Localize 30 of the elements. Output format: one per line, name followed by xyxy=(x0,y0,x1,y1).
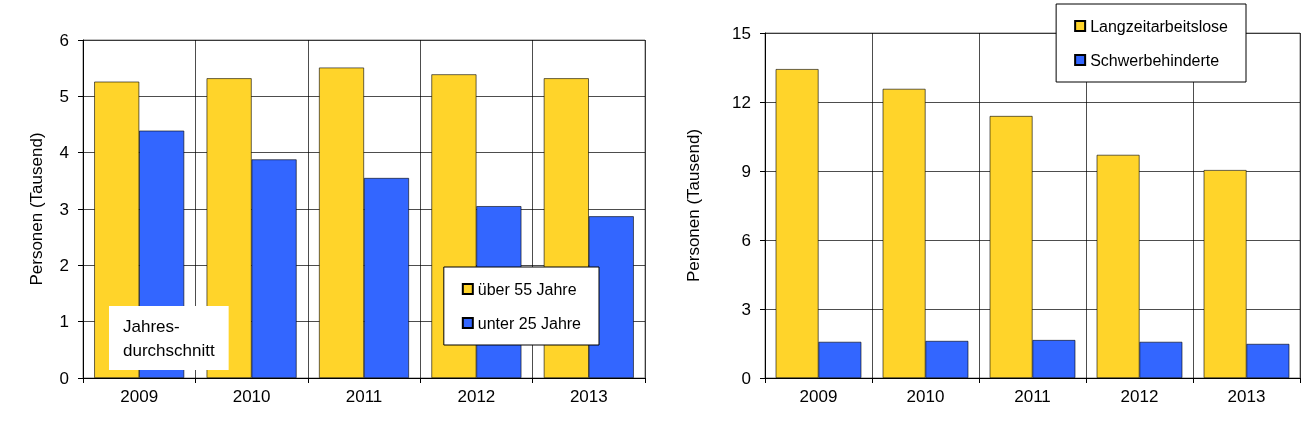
y-tick-label: 3 xyxy=(741,299,751,319)
legend-label: über 55 Jahre xyxy=(477,280,577,298)
y-tick-label: 12 xyxy=(732,92,751,112)
y-tick-label: 6 xyxy=(741,230,751,250)
x-tick-label: 2010 xyxy=(232,387,271,406)
y-tick-label: 1 xyxy=(59,312,69,332)
y-tick-label: 6 xyxy=(59,30,69,50)
x-tick-label: 2009 xyxy=(120,387,159,406)
y-axis-title: Personen (Tausend) xyxy=(27,132,46,286)
y-tick-label: 4 xyxy=(59,143,69,163)
x-tick-label: 2013 xyxy=(569,387,608,406)
x-tick-label: 2009 xyxy=(799,387,838,406)
x-tick-label: 2012 xyxy=(1120,387,1159,406)
y-axis-title: Personen (Tausend) xyxy=(684,128,703,283)
y-tick-label: 0 xyxy=(741,368,751,388)
y-tick-label: 3 xyxy=(59,199,69,219)
legend-label: Langzeitarbeitslose xyxy=(1090,17,1229,35)
legend-label: unter 25 Jahre xyxy=(477,314,582,332)
y-tick-label: 9 xyxy=(741,161,751,181)
x-tick-label: 2011 xyxy=(1014,387,1051,406)
y-tick-label: 15 xyxy=(732,23,751,43)
x-tick-label: 2011 xyxy=(345,387,383,406)
x-tick-label: 2013 xyxy=(1227,387,1266,406)
y-tick-label: 2 xyxy=(59,255,69,275)
annotation: Jahres- durchschnitt xyxy=(123,316,215,360)
x-tick-label: 2012 xyxy=(457,387,496,406)
legend-label: Schwerbehinderte xyxy=(1090,51,1220,69)
y-tick-label: 0 xyxy=(59,368,69,388)
y-tick-label: 5 xyxy=(59,86,69,106)
x-tick-label: 2010 xyxy=(906,387,945,406)
